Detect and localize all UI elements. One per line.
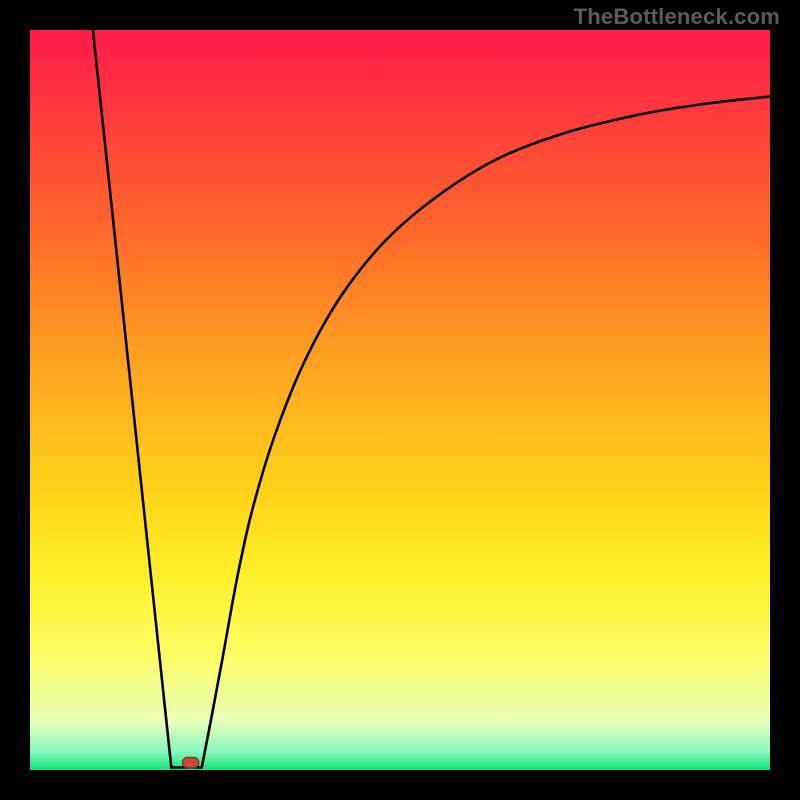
bottleneck-chart (0, 0, 800, 800)
plot-background (30, 30, 770, 770)
optimal-point-marker (182, 757, 198, 767)
chart-frame: TheBottleneck.com (0, 0, 800, 800)
watermark-text: TheBottleneck.com (574, 4, 780, 30)
